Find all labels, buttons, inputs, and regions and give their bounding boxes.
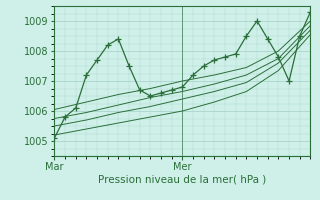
X-axis label: Pression niveau de la mer( hPa ): Pression niveau de la mer( hPa )	[98, 174, 267, 184]
